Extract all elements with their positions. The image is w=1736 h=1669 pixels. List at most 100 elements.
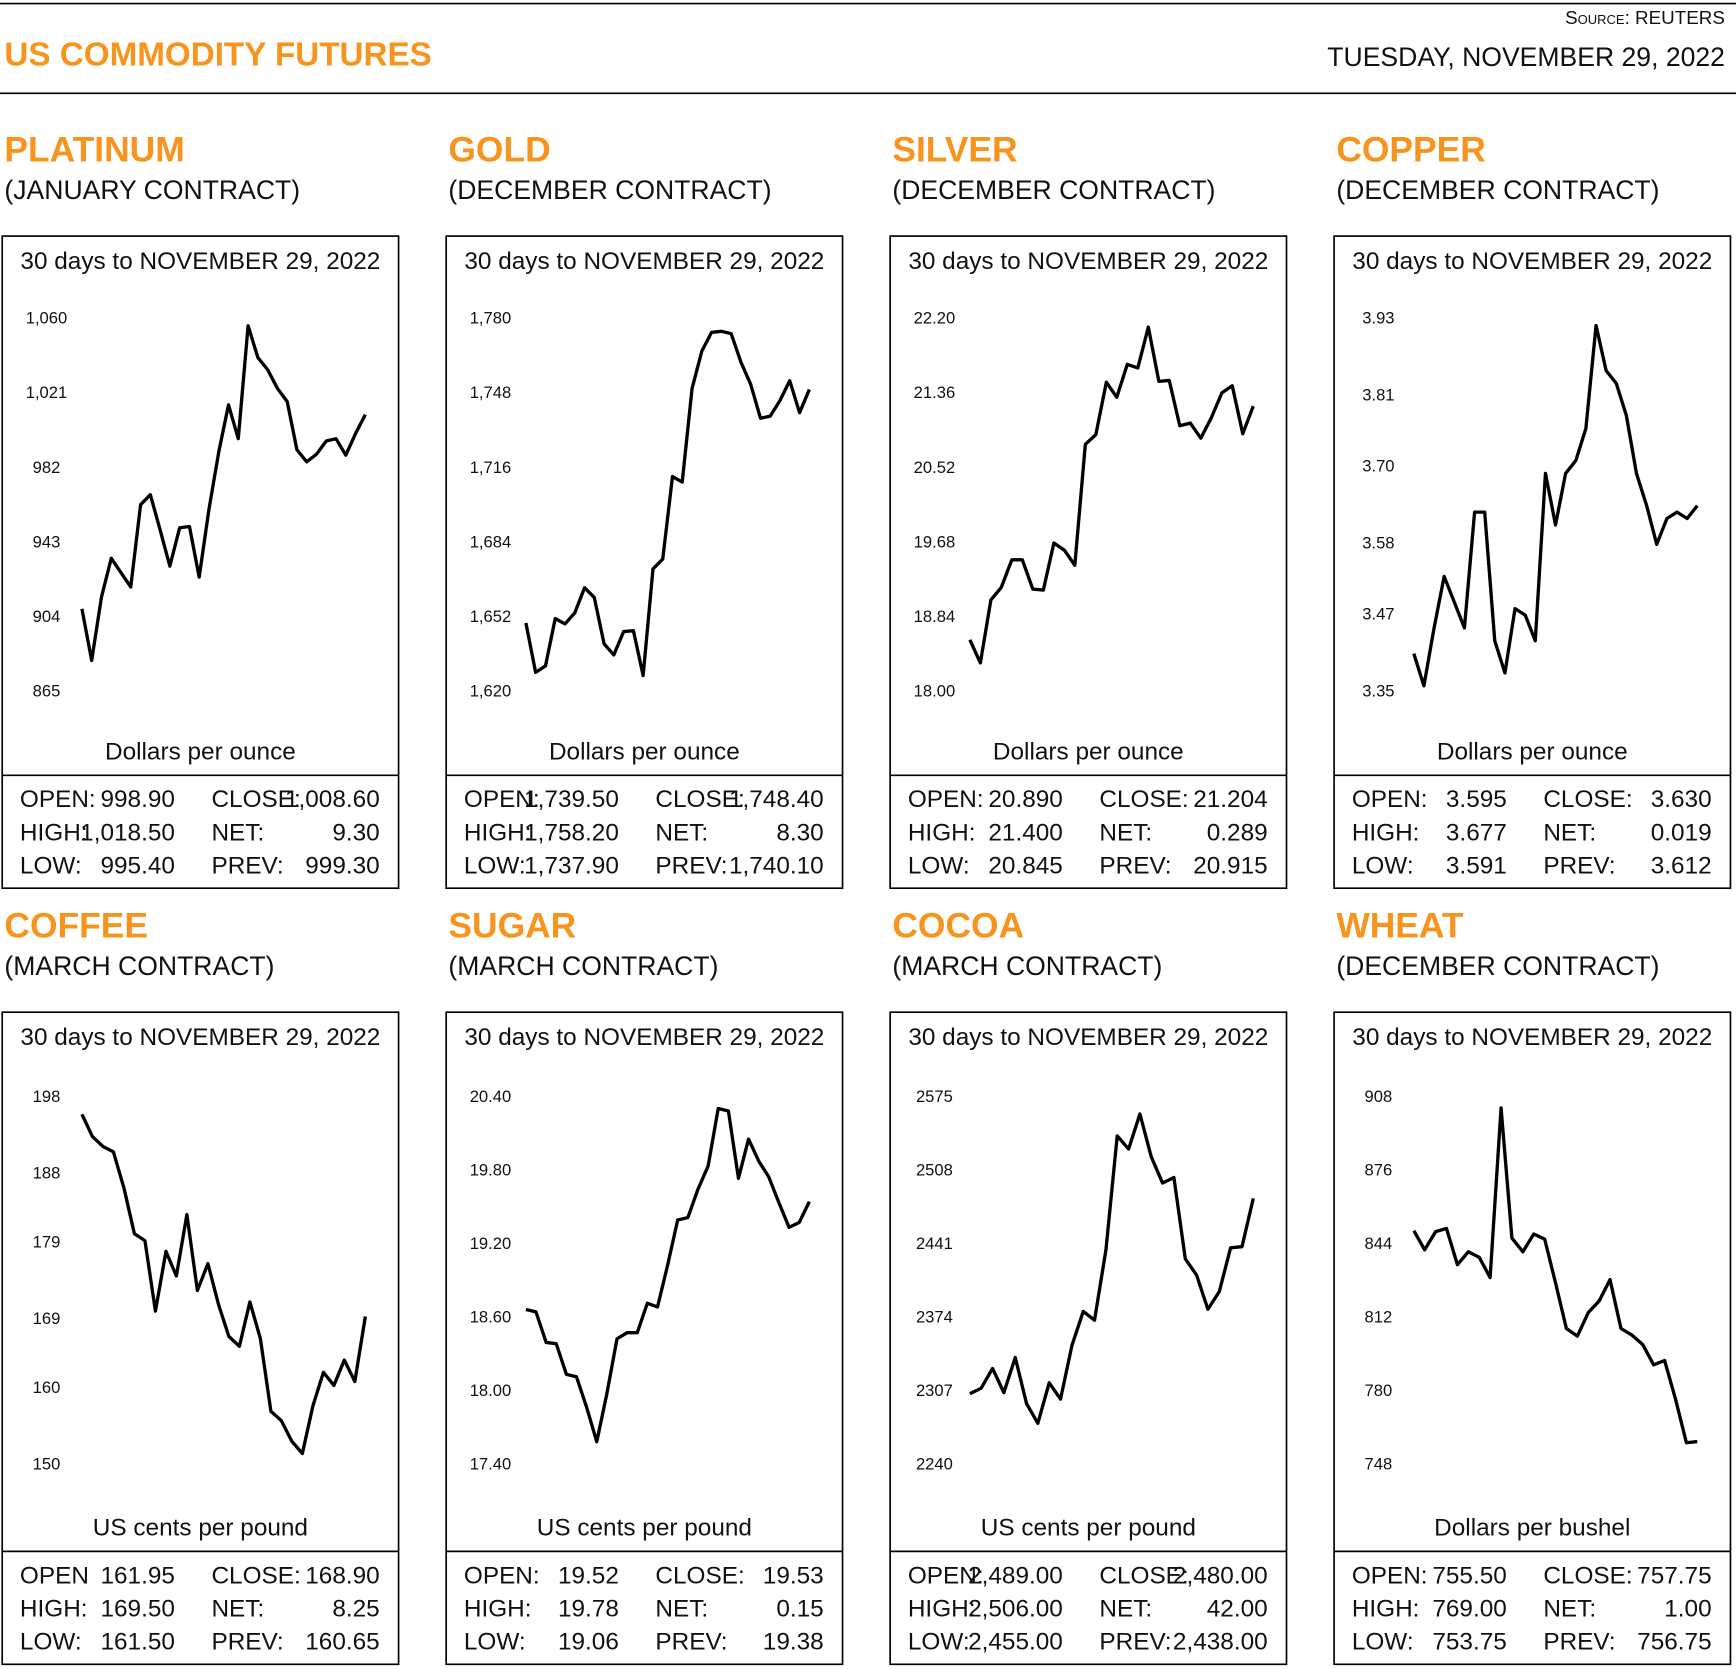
price-line <box>80 1113 367 1456</box>
contract: (DECEMBER CONTRACT) <box>892 175 1215 205</box>
y-tick-label: 3.58 <box>1362 534 1394 553</box>
stat-label: CLOSE: <box>211 1562 300 1589</box>
y-tick-label: 1,780 <box>470 309 512 328</box>
stat-value: 3.677 <box>1446 819 1507 846</box>
panel <box>889 235 1288 890</box>
y-tick-label: 2575 <box>916 1087 953 1106</box>
price-line <box>524 329 811 678</box>
stat-label: HIGH: <box>1352 819 1420 846</box>
y-tick-label: 3.81 <box>1362 386 1394 405</box>
y-tick-label: 1,620 <box>470 682 512 701</box>
y-axis-label: US cents per pound <box>93 1515 308 1542</box>
stat-label: NET: <box>1099 819 1152 846</box>
y-tick-label: 876 <box>1365 1160 1393 1179</box>
stat-label: HIGH: <box>908 819 976 846</box>
stat-label: HIGH: <box>464 819 532 846</box>
contract: (JANUARY CONTRACT) <box>4 175 300 205</box>
y-axis-label: Dollars per ounce <box>105 739 296 766</box>
y-tick-label: 748 <box>1365 1454 1393 1473</box>
stat-value: 19.52 <box>558 1562 619 1589</box>
y-tick-label: 982 <box>33 458 61 477</box>
stat-value: 0.15 <box>776 1595 823 1622</box>
stat-label: PREV: <box>1543 1629 1615 1656</box>
source: Source: REUTERS <box>1565 7 1725 28</box>
stat-value: 8.25 <box>332 1595 379 1622</box>
stat-label: NET: <box>655 819 708 846</box>
stat-label: OPEN: <box>20 786 96 813</box>
stat-label: LOW: <box>20 853 82 880</box>
y-tick-label: 21.36 <box>914 383 956 402</box>
stat-value: 0.289 <box>1207 819 1268 846</box>
stat-value: 1,737.90 <box>524 853 619 880</box>
y-tick-label: 1,684 <box>470 532 512 551</box>
y-axis-label: Dollars per ounce <box>549 739 740 766</box>
stat-label: OPEN: <box>1352 786 1428 813</box>
chart-note: 30 days to NOVEMBER 29, 2022 <box>464 1024 824 1051</box>
panel <box>1333 1011 1732 1666</box>
stat-value: 168.90 <box>305 1562 379 1589</box>
y-tick-label: 865 <box>33 682 61 701</box>
chart-note: 30 days to NOVEMBER 29, 2022 <box>1352 248 1712 275</box>
stat-label: OPEN <box>20 1562 89 1589</box>
y-tick-label: 844 <box>1365 1234 1393 1253</box>
stat-value: 9.30 <box>332 819 379 846</box>
y-tick-label: 3.47 <box>1362 604 1394 623</box>
date: TUESDAY, NOVEMBER 29, 2022 <box>1327 42 1725 72</box>
stat-value: 19.78 <box>558 1595 619 1622</box>
stat-value: 753.75 <box>1432 1629 1506 1656</box>
y-tick-label: 943 <box>33 532 61 551</box>
stat-value: 2,438.00 <box>1173 1629 1268 1656</box>
y-tick-label: 780 <box>1365 1381 1393 1400</box>
y-tick-label: 169 <box>33 1309 61 1328</box>
stat-value: 998.90 <box>100 786 174 813</box>
stat-value: 19.53 <box>763 1562 824 1589</box>
stat-label: LOW: <box>1352 853 1414 880</box>
stat-label: CLOSE: <box>1543 1562 1632 1589</box>
chart-note: 30 days to NOVEMBER 29, 2022 <box>20 1024 380 1051</box>
stat-value: 995.40 <box>100 853 174 880</box>
commodity-name: SUGAR <box>448 905 576 945</box>
y-tick-label: 18.84 <box>914 607 956 626</box>
stat-value: 20.890 <box>988 786 1062 813</box>
stat-label: NET: <box>211 819 264 846</box>
stat-label: NET: <box>1543 1595 1596 1622</box>
contract: (MARCH CONTRACT) <box>448 951 718 981</box>
commodity-name: COCOA <box>892 905 1024 945</box>
stat-label: CLOSE: <box>655 786 744 813</box>
y-tick-label: 1,652 <box>470 607 512 626</box>
stat-value: 42.00 <box>1207 1595 1268 1622</box>
y-axis-label: US cents per pound <box>537 1515 752 1542</box>
y-tick-label: 19.20 <box>470 1234 512 1253</box>
stat-value: 2,489.00 <box>968 1562 1063 1589</box>
y-tick-label: 3.35 <box>1362 682 1394 701</box>
stat-value: 161.50 <box>100 1629 174 1656</box>
y-tick-label: 1,748 <box>470 383 512 402</box>
y-tick-label: 150 <box>33 1454 61 1473</box>
stat-label: HIGH: <box>464 1595 532 1622</box>
stat-value: 756.75 <box>1637 1629 1711 1656</box>
y-tick-label: 188 <box>33 1163 61 1182</box>
contract: (MARCH CONTRACT) <box>892 951 1162 981</box>
stat-value: 19.06 <box>558 1629 619 1656</box>
y-tick-label: 3.93 <box>1362 309 1394 328</box>
panel <box>1 1011 400 1666</box>
y-tick-label: 2307 <box>916 1381 953 1400</box>
panel <box>889 1011 1288 1666</box>
stat-value: 0.019 <box>1651 819 1712 846</box>
stat-label: OPEN: <box>464 786 540 813</box>
y-axis-label: US cents per pound <box>981 1515 1196 1542</box>
page-title: US COMMODITY FUTURES <box>4 36 431 73</box>
y-tick-label: 20.52 <box>914 458 956 477</box>
commodity-name: SILVER <box>892 129 1017 169</box>
price-line <box>525 1106 811 1444</box>
stat-value: 757.75 <box>1637 1562 1711 1589</box>
price-line <box>968 325 1255 665</box>
y-tick-label: 19.68 <box>914 532 956 551</box>
stat-value: 1,018.50 <box>80 819 175 846</box>
commodity-name: COPPER <box>1336 129 1486 169</box>
price-line <box>969 1112 1255 1425</box>
y-tick-label: 18.00 <box>470 1381 512 1400</box>
stat-label: PREV: <box>211 1629 283 1656</box>
stat-label: CLOSE: <box>1543 786 1632 813</box>
